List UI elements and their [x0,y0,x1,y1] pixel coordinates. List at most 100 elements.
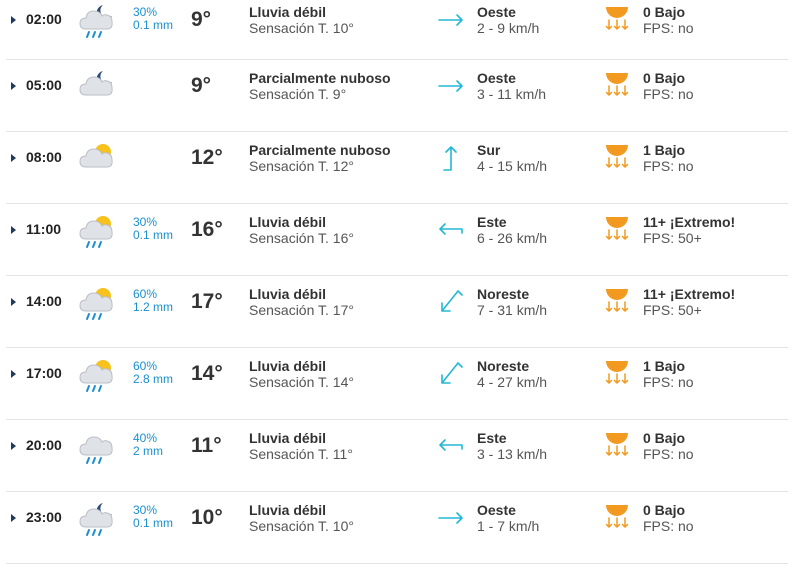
weather-description: Lluvia débil Sensación T. 14° [249,358,354,390]
expand-caret-icon[interactable] [11,16,16,24]
cloud-rain-icon [76,428,116,466]
row-time: 17:00 [26,365,62,381]
row-temperature: 9° [191,8,212,31]
weather-description: Parcialmente nuboso Sensación T. 12° [249,142,391,174]
row-temperature: 9° [191,74,212,97]
feels-like-text: Sensación T. 10° [249,518,354,534]
precipitation: 30% 0.1 mm [133,6,173,32]
day-rain-icon [76,212,116,250]
wind-info: Oeste 1 - 7 km/h [477,502,539,534]
fps-text: FPS: 50+ [643,230,702,246]
condition-text: Lluvia débil [249,430,327,446]
condition-text: Lluvia débil [249,214,327,230]
expand-caret-icon[interactable] [11,298,16,306]
forecast-row[interactable]: 17:00 60% 2.8 mm 14° Lluvia débil Sensac… [6,348,788,420]
precipitation: 60% 1.2 mm [133,288,173,314]
weather-description: Parcialmente nuboso Sensación T. 9° [249,70,391,102]
row-time: 23:00 [26,509,62,525]
uv-index: 11+ ¡Extremo! [643,214,736,230]
weather-description: Lluvia débil Sensación T. 10° [249,502,354,534]
expand-caret-icon[interactable] [11,514,16,522]
uv-info: 1 Bajo FPS: no [643,142,694,174]
feels-like-text: Sensación T. 11° [249,446,353,462]
precipitation: 30% 0.1 mm [133,504,173,530]
wind-direction: Noreste [477,286,530,302]
condition-text: Lluvia débil [249,358,327,374]
expand-caret-icon[interactable] [11,442,16,450]
row-temperature: 14° [191,362,223,385]
weather-description: Lluvia débil Sensación T. 10° [249,4,354,36]
night-partly-cloudy-icon [76,68,116,106]
forecast-row[interactable]: 23:00 30% 0.1 mm 10° Lluvia débil Sensac… [6,492,788,564]
wind-info: Noreste 7 - 31 km/h [477,286,547,318]
uv-index: 0 Bajo [643,430,686,446]
forecast-row[interactable]: 05:00 9° Parcialmente nuboso Sensación T… [6,60,788,132]
precip-probability: 40% [133,431,158,445]
weather-description: Lluvia débil Sensación T. 17° [249,286,354,318]
precip-amount: 0.1 mm [133,516,174,530]
feels-like-text: Sensación T. 9° [249,86,347,102]
wind-direction: Noreste [477,358,530,374]
expand-caret-icon[interactable] [11,226,16,234]
row-time: 11:00 [26,221,62,237]
expand-caret-icon[interactable] [11,82,16,90]
wind-speed: 4 - 27 km/h [477,374,548,390]
feels-like-text: Sensación T. 12° [249,158,354,174]
wind-direction: Oeste [477,70,516,86]
precip-probability: 30% [133,503,158,517]
uv-info: 0 Bajo FPS: no [643,70,694,102]
condition-text: Parcialmente nuboso [249,142,391,158]
day-rain-icon [76,356,116,394]
fps-text: FPS: no [643,20,694,36]
wind-speed: 4 - 15 km/h [477,158,548,174]
uv-index: 1 Bajo [643,142,686,158]
forecast-row[interactable]: 20:00 40% 2 mm 11° Lluvia débil Sensació… [6,420,788,492]
wind-arrow-left-icon [436,215,466,245]
wind-arrow-down-left-icon [436,287,466,317]
weather-description: Lluvia débil Sensación T. 16° [249,214,354,246]
uv-info: 1 Bajo FPS: no [643,358,694,390]
wind-info: Este 3 - 13 km/h [477,430,547,462]
expand-caret-icon[interactable] [11,154,16,162]
condition-text: Lluvia débil [249,286,327,302]
wind-direction: Este [477,430,507,446]
forecast-row[interactable]: 02:00 30% 0.1 mm 9° Lluvia débil Sensaci… [6,0,788,60]
uv-sun-icon [604,69,630,99]
forecast-row[interactable]: 14:00 60% 1.2 mm 17° Lluvia débil Sensac… [6,276,788,348]
feels-like-text: Sensación T. 16° [249,230,354,246]
condition-text: Lluvia débil [249,502,327,518]
wind-direction: Sur [477,142,501,158]
row-temperature: 17° [191,290,223,313]
uv-index: 0 Bajo [643,4,686,20]
uv-index: 0 Bajo [643,70,686,86]
wind-arrow-left-icon [436,431,466,461]
precip-amount: 0.1 mm [133,18,174,32]
forecast-row[interactable]: 08:00 12° Parcialmente nuboso Sensación … [6,132,788,204]
expand-caret-icon[interactable] [11,370,16,378]
fps-text: FPS: no [643,518,694,534]
wind-speed: 2 - 9 km/h [477,20,540,36]
day-partly-cloudy-icon [76,140,116,178]
day-rain-icon [76,284,116,322]
wind-info: Este 6 - 26 km/h [477,214,547,246]
wind-info: Oeste 2 - 9 km/h [477,4,539,36]
precip-amount: 2 mm [133,444,163,458]
precip-probability: 30% [133,215,158,229]
wind-direction: Oeste [477,502,516,518]
uv-info: 0 Bajo FPS: no [643,4,694,36]
wind-direction: Oeste [477,4,516,20]
precip-probability: 30% [133,5,158,19]
row-temperature: 12° [191,146,223,169]
uv-sun-icon [604,357,630,387]
wind-arrow-right-icon [436,5,466,35]
uv-info: 0 Bajo FPS: no [643,430,694,462]
wind-speed: 7 - 31 km/h [477,302,548,318]
condition-text: Parcialmente nuboso [249,70,391,86]
forecast-row[interactable]: 11:00 30% 0.1 mm 16° Lluvia débil Sensac… [6,204,788,276]
wind-speed: 3 - 13 km/h [477,446,548,462]
fps-text: FPS: no [643,374,694,390]
wind-direction: Este [477,214,507,230]
wind-speed: 6 - 26 km/h [477,230,548,246]
uv-index: 11+ ¡Extremo! [643,286,736,302]
